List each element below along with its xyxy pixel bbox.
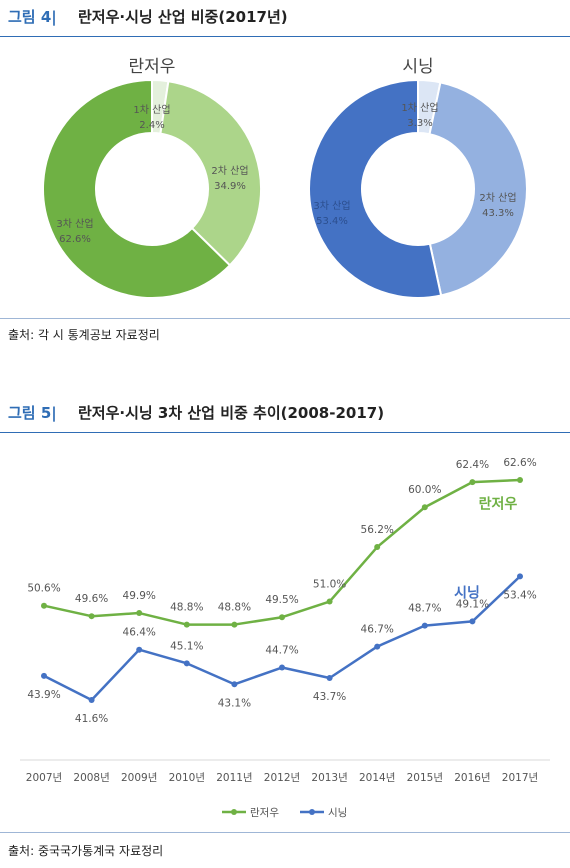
lanzhou-data-label: 62.4% [456,459,489,471]
xining-data-label: 53.4% [503,589,536,601]
xining-point [136,646,143,653]
xining-point [421,622,428,629]
lanzhou-point [421,504,428,511]
xining-slice-value-2: 43.3% [482,208,514,219]
figure5-source: 출처: 중국국가통계국 자료정리 [8,844,164,858]
legend-label-xining: 시닝 [328,807,347,819]
xining-slice-value-1: 3.3% [407,118,432,129]
xining-data-label: 41.6% [75,713,108,725]
lanzhou-series-name: 란저우 [479,495,518,512]
lanzhou-data-label: 62.6% [503,457,536,469]
x-tick-label: 2009년 [121,772,157,784]
lanzhou-slice-3 [42,78,232,299]
lanzhou-slice-2 [159,80,262,267]
x-tick-label: 2016년 [454,772,490,784]
lanzhou-slice-label-3: 3차 산업 [56,217,93,230]
figure5-label: 그림 5| [8,404,57,422]
x-tick-label: 2011년 [216,772,252,784]
lanzhou-point [183,621,190,628]
lanzhou-point [279,614,285,621]
x-tick-label: 2013년 [311,772,347,784]
legend-label-lanzhou: 란저우 [250,807,279,819]
lanzhou-slice-value-2: 34.9% [214,181,246,192]
figure4-top-rule [0,36,570,37]
xining-data-label: 44.7% [265,645,298,657]
lanzhou-point [469,479,476,486]
x-tick-label: 2014년 [359,772,395,784]
figure4-header: 그림 4| 란저우·시닝 산업 비중(2017년) [0,0,570,30]
xining-point [374,643,381,650]
figure4-bottom-rule [0,318,570,319]
figure5-top-rule [0,432,570,433]
figure5-header: 그림 5| 란저우·시닝 3차 산업 비중 추이(2008-2017) [0,396,570,426]
xining-data-label: 46.4% [123,627,156,639]
xining-data-label: 48.7% [408,603,441,615]
xining-data-label: 43.9% [27,689,60,701]
xining-data-label: 49.1% [456,598,489,610]
xining-slice-label-3: 3차 산업 [313,199,350,212]
xining-data-label: 45.1% [170,640,203,652]
lanzhou-data-label: 48.8% [170,602,203,614]
xining-donut: 시닝 1차 산업 3.3% 2차 산업 43.3% 3차 산업 53.4% [308,57,528,299]
lanzhou-data-label: 60.0% [408,484,441,496]
lanzhou-data-label: 56.2% [361,524,394,536]
xining-point [88,697,95,703]
lanzhou-donut-title: 란저우 [129,57,176,77]
lanzhou-point [88,613,95,620]
figure4-source: 출처: 각 시 통계공보 자료정리 [8,328,160,342]
xining-slice-2 [428,81,528,297]
x-tick-label: 2010년 [169,772,205,784]
x-tick-label: 2015년 [407,772,443,784]
figure5-bottom-rule [0,832,570,833]
legend-marker-xining [309,809,315,815]
xining-point [279,664,285,671]
xining-point [326,675,333,681]
x-tick-label: 2012년 [264,772,300,784]
figure4-label: 그림 4| [8,8,57,26]
lanzhou-data-label: 48.8% [218,602,251,614]
lanzhou-donut: 란저우 1차 산업 2.4% 2차 산업 34.9% 3차 산업 62.6% [42,57,262,299]
legend: 란저우 시닝 [222,807,347,819]
xining-point [41,672,47,679]
x-tick-label: 2008년 [73,772,109,784]
xining-series: 43.9% 41.6% 46.4% 45.1% 43.1% 44.7% 43.7% 46.7%… [27,573,537,725]
line-chart: 2007년 2008년 2009년 2010년 2011년 2012년 2013년 2014년… [20,457,550,819]
lanzhou-point [136,610,143,617]
xining-slice-value-3: 53.4% [316,216,348,227]
lanzhou-data-label: 49.5% [265,594,298,606]
xining-point [517,573,523,580]
figure4-title: 란저우·시닝 산업 비중(2017년) [78,8,288,26]
lanzhou-series: 50.6% 49.6% 49.9% 48.8% 48.8% 49.5% 51.0% 56.2%… [27,457,537,628]
xining-slice-label-1: 1차 산업 [401,101,438,114]
lanzhou-point [41,602,47,609]
lanzhou-point [231,621,238,628]
lanzhou-slice-value-1: 2.4% [139,120,164,131]
lanzhou-point [326,598,333,605]
lanzhou-slice-label-1: 1차 산업 [133,103,170,116]
xining-data-label: 43.1% [218,697,251,709]
xining-slice-label-2: 2차 산업 [479,191,516,204]
xining-slice-3 [308,78,443,299]
legend-marker-lanzhou [231,809,237,815]
lanzhou-data-label: 51.0% [313,579,346,591]
x-tick-label: 2007년 [26,772,62,784]
lanzhou-data-label: 49.6% [75,593,108,605]
lanzhou-point [517,477,523,483]
lanzhou-data-label: 49.9% [123,590,156,602]
xining-point [183,660,190,667]
figure5-title: 란저우·시닝 3차 산업 비중 추이(2008-2017) [78,404,385,422]
lanzhou-slice-label-2: 2차 산업 [211,164,248,177]
xining-series-name: 시닝 [454,585,480,601]
lanzhou-data-label: 50.6% [27,583,60,595]
xining-point [231,681,238,688]
lanzhou-point [374,544,381,551]
xining-data-label: 43.7% [313,691,346,703]
lanzhou-slice-value-3: 62.6% [59,234,91,245]
xining-point [469,618,476,625]
x-tick-label: 2017년 [502,772,538,784]
xining-data-label: 46.7% [361,624,394,636]
xining-donut-title: 시닝 [402,57,433,77]
donut-charts: 란저우 1차 산업 2.4% 2차 산업 34.9% 3차 산업 62.6% 시닝 1차 산업 3… [42,57,528,299]
